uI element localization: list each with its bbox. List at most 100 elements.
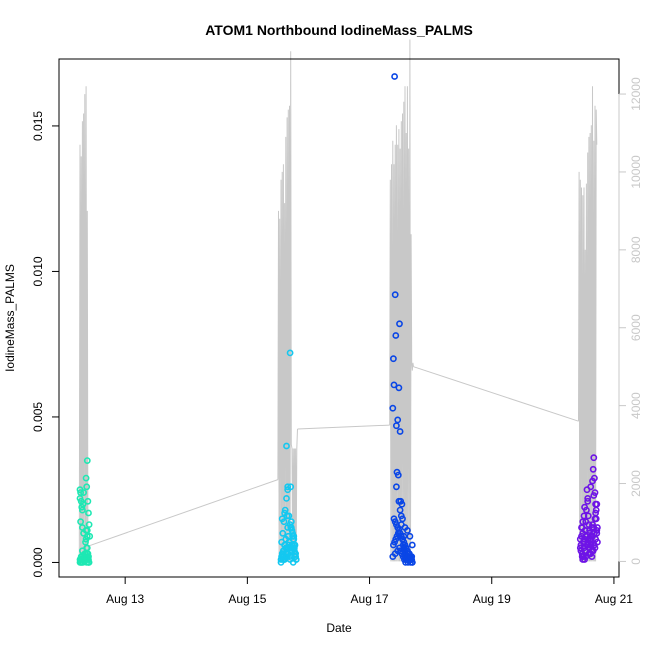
series-3-point xyxy=(590,492,598,499)
series-0-point xyxy=(85,509,92,517)
series-0-point xyxy=(83,483,91,491)
series-3-point xyxy=(578,553,586,560)
series-2-point xyxy=(395,497,403,505)
y-axis-right: 0 2000 4000 6000 8000 10000 12000 xyxy=(618,77,643,565)
plot-frame xyxy=(58,58,620,578)
x-tick-label: Aug 21 xyxy=(595,592,633,606)
series-3-point xyxy=(584,541,592,549)
y-right-tick-label: 4000 xyxy=(629,392,643,419)
y-axis-label: IodineMass_PALMS xyxy=(3,264,17,372)
y-right-tick-label: 12000 xyxy=(629,77,643,111)
series-2-point xyxy=(389,404,397,412)
series-1-point xyxy=(286,349,294,357)
series-3-point xyxy=(581,503,588,511)
background-line-segment-5 xyxy=(413,366,579,422)
series-1-point xyxy=(278,515,286,523)
y-tick-label: 0.010 xyxy=(31,256,45,286)
series-0-point xyxy=(82,527,90,534)
series-2-point xyxy=(396,506,404,514)
series-0-point xyxy=(83,457,91,464)
x-tick-label: Aug 15 xyxy=(228,592,266,606)
series-2-point xyxy=(390,381,398,389)
series-3-point xyxy=(591,544,599,552)
series-1-point xyxy=(290,532,298,540)
series-2-point xyxy=(394,529,402,537)
series-3-point xyxy=(584,497,592,505)
series-3-point xyxy=(587,483,595,491)
x-axis: Aug 13 Aug 15 Aug 17 Aug 19 Aug 21 xyxy=(106,576,633,606)
series-0-point xyxy=(85,521,93,528)
series-3-point xyxy=(589,521,596,528)
series-2-point xyxy=(399,515,406,523)
series-1-point xyxy=(284,486,292,494)
series-3-point xyxy=(576,544,584,552)
series-0-point xyxy=(80,489,87,496)
series-1-point xyxy=(281,509,288,517)
background-line-segment-4 xyxy=(389,39,414,562)
series-0-point xyxy=(76,494,84,502)
series-2-point xyxy=(402,544,410,552)
background-line-segment-1 xyxy=(88,479,279,547)
series-3-point xyxy=(587,535,595,543)
series-1-point xyxy=(279,529,287,537)
series-2-point xyxy=(392,332,400,339)
series-1-point xyxy=(290,535,298,543)
y-right-tick-label: 8000 xyxy=(629,236,643,263)
series-3-point xyxy=(580,512,588,520)
x-axis-label: Date xyxy=(326,621,352,635)
series-2-point xyxy=(408,559,416,566)
series-1-point xyxy=(283,494,290,502)
series-1-point xyxy=(287,524,295,531)
series-3-point xyxy=(581,527,589,534)
series-3-point xyxy=(591,529,598,537)
series-3-point xyxy=(583,532,590,540)
series-3-point xyxy=(591,515,599,523)
series-3-point xyxy=(594,524,601,531)
y-tick-label: 0.000 xyxy=(31,547,45,577)
series-2-point xyxy=(395,384,403,392)
series-3-point xyxy=(586,527,593,534)
series-2-point xyxy=(392,483,400,491)
y-right-tick-label: 6000 xyxy=(629,314,643,341)
series-1-point xyxy=(279,550,287,558)
series-1-point xyxy=(282,544,290,552)
series-3-point xyxy=(592,509,599,517)
series-0-point xyxy=(82,538,89,546)
background-line-layer xyxy=(78,39,598,562)
x-tick-label: Aug 17 xyxy=(351,592,389,606)
series-3-point xyxy=(589,465,597,473)
series-3-point xyxy=(591,474,598,482)
series-2-point xyxy=(394,547,402,555)
series-2-point xyxy=(396,320,403,328)
series-3-point xyxy=(593,500,601,508)
series-0-point xyxy=(83,550,91,558)
series-0-point xyxy=(85,559,92,566)
y-axis-left: 0.000 0.005 0.010 0.015 xyxy=(31,111,60,577)
series-1-point xyxy=(283,442,290,450)
series-0-point xyxy=(77,518,84,526)
x-tick-label: Aug 13 xyxy=(106,592,144,606)
series-2-point xyxy=(396,428,404,435)
y-right-tick-label: 2000 xyxy=(629,470,643,497)
series-2-point xyxy=(408,541,416,549)
series-1-point xyxy=(281,506,289,514)
series-1-point xyxy=(285,538,293,546)
y-right-tick-label: 10000 xyxy=(629,155,643,189)
series-3-point xyxy=(584,494,592,502)
x-tick-label: Aug 19 xyxy=(473,592,511,606)
background-line-segment-3 xyxy=(297,424,390,430)
series-2-point xyxy=(406,532,414,540)
series-3-point xyxy=(590,454,598,462)
points-layer xyxy=(76,73,601,566)
series-2-point xyxy=(407,553,415,560)
series-0-point xyxy=(83,544,91,552)
series-2-point xyxy=(400,532,408,540)
series-3-point xyxy=(584,512,592,520)
y-tick-label: 0.005 xyxy=(31,402,45,432)
background-line-segment-6 xyxy=(578,86,598,562)
series-0-point xyxy=(84,497,92,505)
y-right-tick-label: 0 xyxy=(629,558,643,565)
series-2-point xyxy=(391,73,398,80)
series-2-point xyxy=(394,471,402,479)
